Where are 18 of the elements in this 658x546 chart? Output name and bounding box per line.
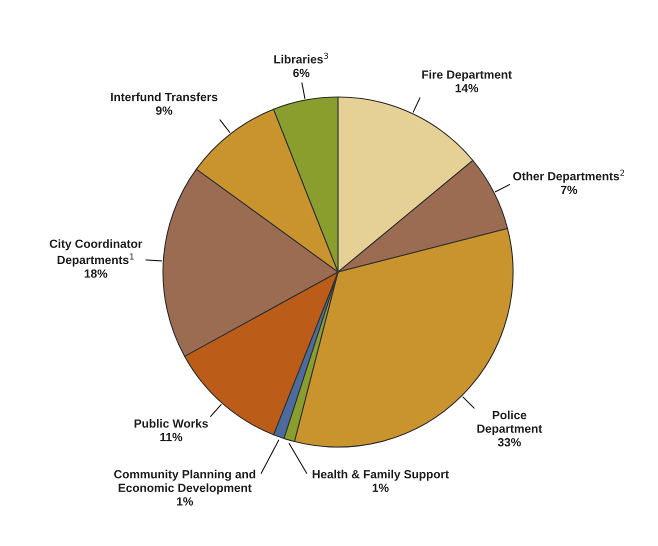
slice-label: Fire Department (422, 70, 512, 82)
data-label: 11% (160, 432, 182, 442)
slice-label: Police Department (477, 410, 542, 436)
slice-label: Public Works (134, 419, 208, 428)
slice-label: Libraries$^{3}$ (274, 52, 328, 64)
data-label: 14% (456, 84, 478, 92)
data-label: 1% (372, 484, 389, 492)
slice-label: Community Planning and Economic Development (114, 470, 256, 494)
data-label: 9% (156, 106, 172, 115)
data-label: 7% (560, 186, 578, 194)
data-label: 1% (177, 497, 194, 506)
slice-label: Interfund Transfers (111, 92, 218, 102)
data-label: 33% (498, 438, 521, 446)
slice-label: Health & Family Support (312, 470, 449, 481)
data-label: 6% (293, 68, 310, 78)
slice-label: City Coordinator Departments$^{1}$ (50, 239, 142, 266)
data-label: 18% (84, 269, 108, 278)
slice-label: Other Departments$^{2}$ (513, 170, 624, 183)
